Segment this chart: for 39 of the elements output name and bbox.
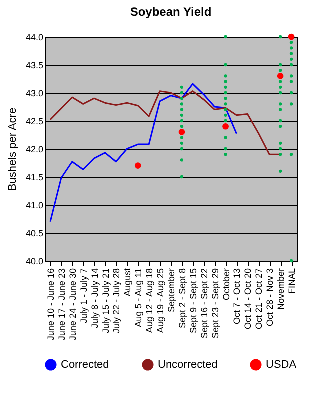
x-tick-label: June 24 - June 30 [68, 268, 78, 341]
x-tick-label: Aug 19 - Aug 25 [156, 268, 166, 334]
x-tick-label: August [122, 268, 133, 297]
legend-label: USDA [266, 359, 298, 371]
y-tick-label: 43.0 [26, 88, 44, 98]
legend-label: Corrected [61, 359, 110, 371]
legend-label: Uncorrected [158, 359, 218, 371]
x-tick-label: September [166, 268, 176, 313]
x-tick-label: Sept 16 - Sept 22 [199, 268, 210, 339]
line-series [50, 90, 282, 156]
x-tick-label: Oct 14 - Oct 20 [243, 268, 254, 330]
y-tick-label: 41.5 [26, 172, 44, 182]
x-tick-label: Oct 7 - Oct 13 [232, 268, 242, 325]
x-tick-label: Sept 2 - Sept 8 [177, 268, 188, 329]
x-tick-label: Aug 5 - Aug 11 [134, 268, 144, 328]
x-tick-label: Oct 28 - Nov 3 [265, 268, 276, 327]
chart-title: Soybean Yield [130, 5, 212, 19]
x-tick-label: Oct 21 - Oct 27 [254, 268, 264, 330]
y-tick-label: 40.0 [26, 256, 44, 266]
x-tick-label: June 17 - June 23 [56, 268, 67, 341]
x-tick-label: October [221, 268, 232, 301]
x-tick-label: Sept 9 - Sept 15 [188, 268, 198, 334]
x-tick-label: July 22 - July 28 [112, 268, 122, 334]
x-tick-label: November [276, 268, 286, 310]
x-tick-label: July 15 - July 21 [100, 268, 111, 334]
y-tick-label: 40.5 [26, 228, 44, 238]
x-tick-label: July 1 - July 7 [78, 268, 89, 324]
line-series [50, 83, 238, 223]
x-tick-label: FINAL [287, 268, 298, 294]
y-tick-label: 43.5 [26, 60, 44, 70]
y-tick-label: 44.0 [26, 32, 44, 42]
y-tick-label: 42.0 [26, 144, 44, 154]
x-tick-label: Sept 23 - Sept 29 [210, 268, 220, 339]
x-tick-label: Aug 12 - Aug 18 [144, 268, 155, 334]
x-tick-label: June 10 - June 16 [46, 268, 56, 341]
y-axis-title: Bushels per Acre [6, 108, 19, 192]
x-tick-label: July 8 - July 14 [90, 268, 100, 329]
y-tick-label: 41.0 [26, 200, 44, 210]
y-tick-label: 42.5 [26, 116, 44, 126]
